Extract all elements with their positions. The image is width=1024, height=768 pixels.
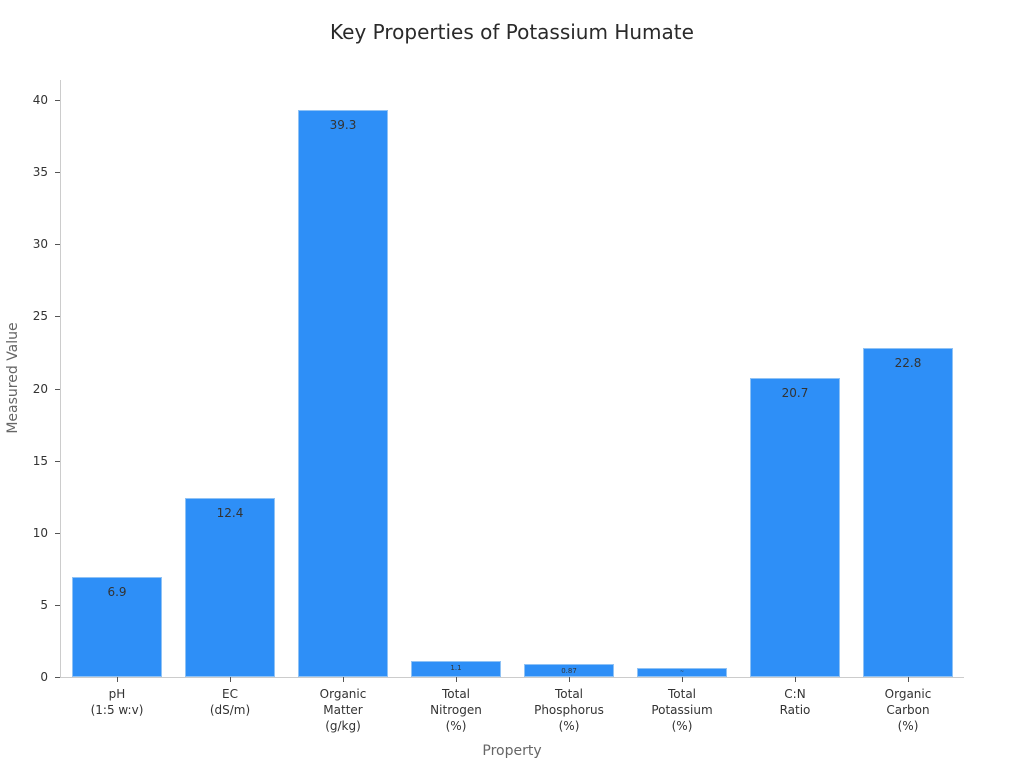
y-tick-label: 15 xyxy=(32,453,48,468)
bar-value-label: 39.3 xyxy=(329,118,357,133)
y-axis-label: Measured Value xyxy=(5,322,21,434)
x-tick-label: EC (dS/m) xyxy=(209,687,251,717)
bar-value-label: 22.8 xyxy=(894,356,922,371)
y-tick-label: 30 xyxy=(32,237,48,252)
x-tick-label: Organic Matter (g/kg) xyxy=(319,687,367,733)
y-tick-mark xyxy=(55,460,60,462)
y-tick: 5 xyxy=(0,598,60,619)
x-tick-mark xyxy=(568,677,570,682)
x-tick: Total Potassium (%) xyxy=(622,677,742,734)
bar-value-label: ~ xyxy=(679,669,685,676)
bar[interactable]: 22.8 xyxy=(863,348,953,677)
y-tick: 15 xyxy=(0,454,60,475)
x-tick: Total Phosphorus (%) xyxy=(509,677,629,734)
y-axis-line xyxy=(60,80,61,677)
x-tick: Total Nitrogen (%) xyxy=(396,677,516,734)
x-tick-label: Total Potassium (%) xyxy=(651,687,713,733)
chart-title: Key Properties of Potassium Humate xyxy=(330,20,694,44)
y-tick-mark xyxy=(55,604,60,606)
x-tick-mark xyxy=(116,677,118,682)
y-tick-label: 40 xyxy=(32,93,48,107)
y-tick: 40 xyxy=(0,93,60,114)
bar-value-label: 0.87 xyxy=(561,667,577,676)
y-tick: 20 xyxy=(0,382,60,403)
y-tick: 10 xyxy=(0,526,60,547)
y-tick-mark xyxy=(55,172,60,174)
y-tick-mark xyxy=(55,100,60,101)
bar[interactable]: 12.4 xyxy=(185,498,275,677)
bar-value-label: 20.7 xyxy=(781,386,809,401)
bar[interactable]: 20.7 xyxy=(750,378,840,677)
x-tick: C:N Ratio xyxy=(735,677,855,718)
bar-value-label: 1.1 xyxy=(450,664,462,673)
y-tick-mark xyxy=(55,677,60,678)
y-tick-label: 0 xyxy=(40,670,48,684)
x-tick-mark xyxy=(229,677,231,682)
x-tick-label: Organic Carbon (%) xyxy=(884,687,932,733)
y-tick: 25 xyxy=(0,309,60,330)
bar-value-label: 12.4 xyxy=(216,506,244,521)
x-tick-mark xyxy=(907,677,909,682)
x-tick: Organic Carbon (%) xyxy=(848,677,968,734)
y-tick: 35 xyxy=(0,165,60,186)
x-axis-label: Property xyxy=(482,743,542,759)
bar-value-label: 6.9 xyxy=(107,585,127,600)
y-tick-label: 5 xyxy=(40,597,48,612)
y-tick-label: 25 xyxy=(32,309,48,324)
y-tick-mark xyxy=(55,388,60,390)
x-tick-mark xyxy=(681,677,683,682)
y-tick-label: 35 xyxy=(32,165,48,180)
x-tick-label: C:N Ratio xyxy=(779,687,811,717)
y-tick-label: 10 xyxy=(32,525,48,540)
y-tick-mark xyxy=(55,316,60,318)
y-tick: 0 xyxy=(0,670,60,691)
y-tick-mark xyxy=(55,532,60,534)
bar[interactable]: ~ xyxy=(637,668,727,677)
bar[interactable]: 6.9 xyxy=(72,577,162,677)
x-tick-mark xyxy=(342,677,344,682)
x-tick-mark xyxy=(794,677,796,682)
x-tick-label: Total Nitrogen (%) xyxy=(430,687,482,733)
y-tick: 30 xyxy=(0,237,60,258)
x-tick-label: Total Phosphorus (%) xyxy=(534,687,604,733)
bar[interactable]: 0.87 xyxy=(524,664,614,677)
x-tick: Organic Matter (g/kg) xyxy=(283,677,403,734)
x-axis-line xyxy=(60,677,964,678)
x-tick: EC (dS/m) xyxy=(170,677,290,718)
x-tick-mark xyxy=(455,677,457,682)
bar[interactable]: 39.3 xyxy=(298,110,388,677)
y-tick-mark xyxy=(55,244,60,246)
bar[interactable]: 1.1 xyxy=(411,661,501,677)
y-tick-label: 20 xyxy=(32,381,48,396)
x-tick-label: pH (1:5 w:v) xyxy=(90,687,144,717)
x-tick: pH (1:5 w:v) xyxy=(57,677,177,718)
